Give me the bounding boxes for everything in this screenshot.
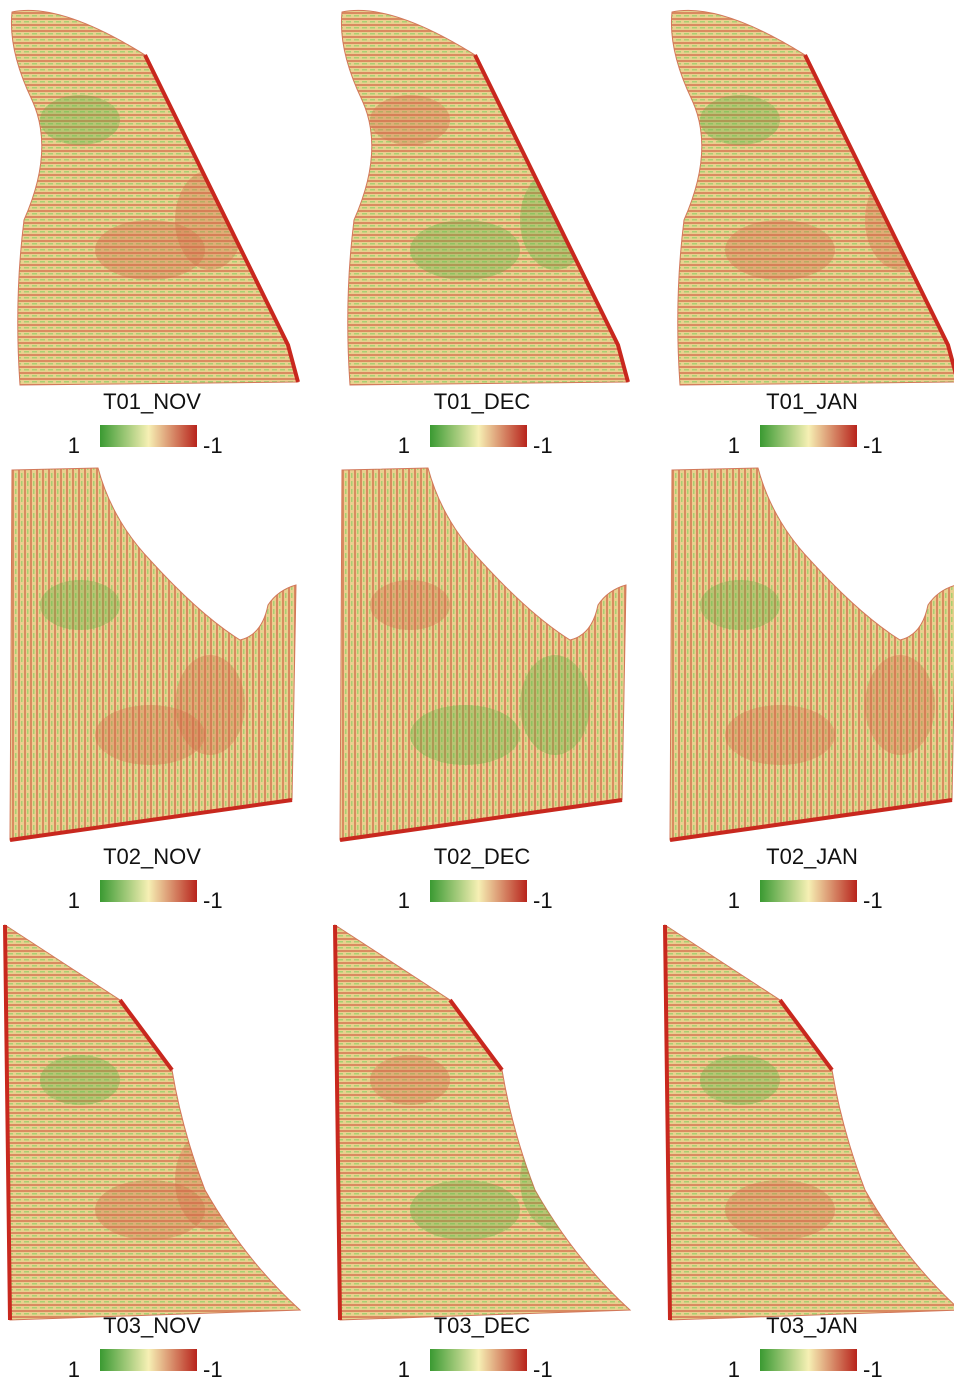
legend-right: -1 (863, 433, 883, 458)
patch (700, 95, 780, 145)
field-map (341, 10, 628, 385)
patch (865, 1130, 935, 1230)
panel-title: T02_DEC (434, 844, 531, 869)
panel-title: T01_DEC (434, 389, 531, 414)
patch (865, 170, 935, 270)
patch (40, 1055, 120, 1105)
legend-left: 1 (398, 433, 410, 458)
panel (340, 468, 626, 840)
panel (11, 10, 298, 385)
patch (410, 220, 520, 280)
field-map (335, 925, 630, 1320)
legend-right: -1 (533, 433, 553, 458)
patch (175, 1130, 245, 1230)
patch (410, 705, 520, 765)
patch (865, 655, 935, 755)
legend-left: 1 (68, 433, 80, 458)
patch (370, 1055, 450, 1105)
field-map (670, 468, 954, 840)
color-bar (760, 880, 857, 902)
panel-title: T02_JAN (766, 844, 858, 869)
panel-title: T01_NOV (103, 389, 201, 414)
color-bar (430, 880, 527, 902)
legend-left: 1 (68, 888, 80, 913)
legend-left: 1 (398, 888, 410, 913)
legend-left: 1 (728, 433, 740, 458)
patch (410, 1180, 520, 1240)
patch (40, 580, 120, 630)
panel-title: T01_JAN (766, 389, 858, 414)
panel (10, 468, 296, 840)
legend-right: -1 (863, 1357, 883, 1382)
color-bar (430, 425, 527, 447)
color-bar (100, 880, 197, 902)
panel (671, 10, 954, 385)
legend-left: 1 (728, 1357, 740, 1382)
color-bar (760, 1349, 857, 1371)
patch (520, 655, 590, 755)
patch (700, 1055, 780, 1105)
panel (5, 925, 300, 1320)
field-map (11, 10, 298, 385)
legend-left: 1 (728, 888, 740, 913)
panel-title: T03_DEC (434, 1313, 531, 1338)
panel (335, 925, 630, 1320)
figure: T01_NOV1-1T01_DEC1-1T01_JAN1-1T02_NOV1-1… (0, 0, 954, 1387)
field-map (665, 925, 954, 1320)
panel (341, 10, 628, 385)
legend-right: -1 (203, 433, 223, 458)
legend-left: 1 (68, 1357, 80, 1382)
legend-right: -1 (533, 888, 553, 913)
color-bar (100, 425, 197, 447)
patch (725, 1180, 835, 1240)
legend-right: -1 (533, 1357, 553, 1382)
panel-title: T03_NOV (103, 1313, 201, 1338)
color-bar (430, 1349, 527, 1371)
patch (700, 580, 780, 630)
patch (370, 95, 450, 145)
field-map (340, 468, 626, 840)
patch (725, 220, 835, 280)
patch (40, 95, 120, 145)
color-bar (760, 425, 857, 447)
panel (670, 468, 954, 840)
legend-right: -1 (203, 888, 223, 913)
panel-title: T03_JAN (766, 1313, 858, 1338)
patch (370, 580, 450, 630)
panel-title: T02_NOV (103, 844, 201, 869)
legend-right: -1 (203, 1357, 223, 1382)
field-map (10, 468, 296, 840)
color-bar (100, 1349, 197, 1371)
panel (665, 925, 954, 1320)
field-map (5, 925, 300, 1320)
legend-left: 1 (398, 1357, 410, 1382)
patch (175, 655, 245, 755)
legend-right: -1 (863, 888, 883, 913)
patch (725, 705, 835, 765)
patch (520, 1130, 590, 1230)
